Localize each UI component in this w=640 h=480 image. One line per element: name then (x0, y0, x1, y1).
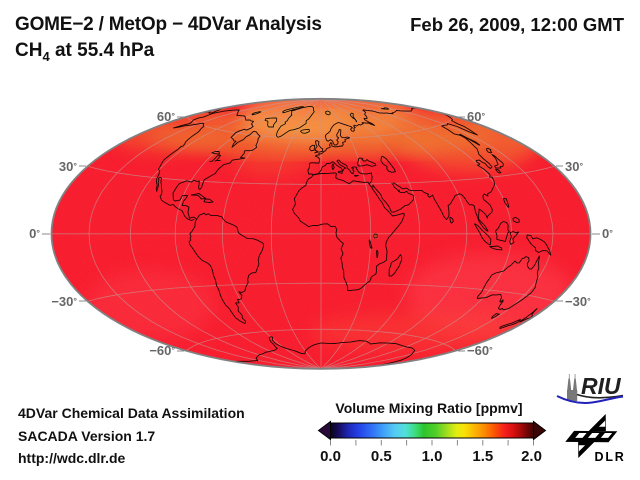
svg-text:60°: 60° (157, 109, 175, 124)
svg-text:DLR: DLR (595, 450, 625, 462)
svg-text:0°: 0° (29, 226, 40, 241)
svg-text:30°: 30° (565, 159, 583, 174)
svg-text:RIU: RIU (581, 373, 622, 399)
svg-text:−30°: −30° (565, 294, 591, 309)
svg-text:0°: 0° (602, 226, 613, 241)
svg-text:−30°: −30° (51, 294, 77, 309)
svg-text:−60°: −60° (149, 343, 175, 358)
svg-text:60°: 60° (467, 109, 485, 124)
svg-text:30°: 30° (59, 159, 77, 174)
svg-text:−60°: −60° (467, 343, 493, 358)
